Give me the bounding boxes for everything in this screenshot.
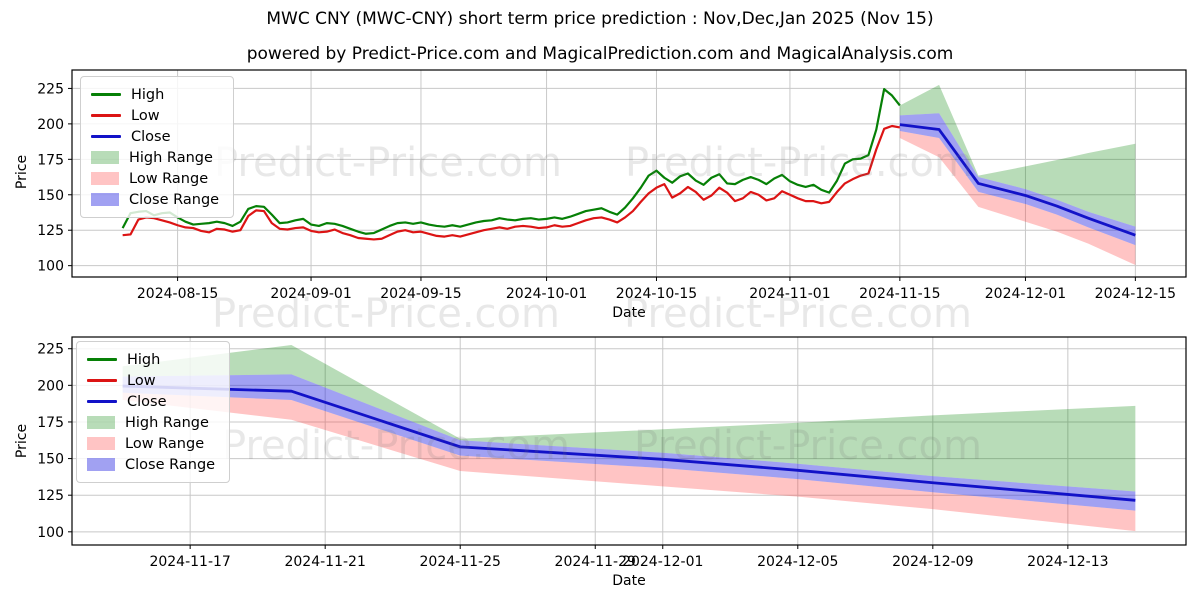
x-tick-label: 2024-12-01 xyxy=(985,286,1066,302)
x-tick-label: 2024-12-09 xyxy=(892,554,973,570)
x-tick-label: 2024-11-01 xyxy=(749,286,830,302)
x-tick-label: 2024-08-15 xyxy=(137,286,218,302)
x-tick-label: 2024-12-01 xyxy=(622,554,703,570)
x-tick-label: 2024-11-15 xyxy=(859,286,940,302)
legend-swatch-high-range xyxy=(87,416,115,429)
x-axis-label: Date xyxy=(612,573,645,589)
band-low-range xyxy=(122,392,1136,532)
band-low-range xyxy=(899,130,1136,265)
legend-swatch-low xyxy=(87,379,117,382)
y-axis-label: Price xyxy=(14,154,30,190)
series-line-close-forecast xyxy=(899,123,1136,237)
y-axis-label: Price xyxy=(14,423,30,459)
y-tick-label: 200 xyxy=(37,117,64,133)
forecast-detail-chart: 100 125 150 175 200 225 2024-11-17 2024-11-21 20… xyxy=(0,325,1200,600)
x-tick-label: 2024-09-01 xyxy=(270,286,351,302)
y-tick-label: 175 xyxy=(37,415,64,431)
band-close-range xyxy=(122,374,1136,511)
legend-label-close-range: Close Range xyxy=(125,456,216,473)
legend-swatch-high-range xyxy=(91,151,119,164)
y-tick-label: 200 xyxy=(37,378,64,394)
x-tick-label: 2024-10-15 xyxy=(616,286,697,302)
legend: High Low Close High Range Low Range Close Ran… xyxy=(76,341,231,483)
x-tick-label: 2024-12-05 xyxy=(757,554,838,570)
legend-label-low: Low xyxy=(131,107,160,124)
chart-canvas-bottom: 100 125 150 175 200 225 2024-11-17 2024-11-21 20… xyxy=(37,336,1187,589)
legend-label-close: Close xyxy=(131,128,171,145)
plot-border xyxy=(71,336,1187,546)
band-high-range xyxy=(122,345,1136,492)
legend-item-low-range: Low Range xyxy=(91,168,219,189)
y-tick-label: 125 xyxy=(37,488,64,504)
legend-label-high-range: High Range xyxy=(129,149,213,166)
x-tick-label: 2024-11-21 xyxy=(284,554,365,570)
plot-background xyxy=(72,70,1186,277)
y-tick-label: 175 xyxy=(37,152,64,168)
y-tick-label: 150 xyxy=(37,452,64,468)
legend-label-low-range: Low Range xyxy=(125,435,205,452)
y-tick-label: 150 xyxy=(37,188,64,204)
legend-item-high-range: High Range xyxy=(87,412,215,433)
legend-label-close: Close xyxy=(127,393,167,410)
legend-item-high-range: High Range xyxy=(91,147,219,168)
price-history-forecast-chart: 100 125 150 175 200 225 2024-08-15 2024-09-01 20… xyxy=(0,62,1200,325)
series-line-close-forecast xyxy=(122,384,1136,502)
legend-label-high: High xyxy=(127,351,161,368)
legend-label-high: High xyxy=(131,86,165,103)
chart-title: MWC CNY (MWC-CNY) short term price predi… xyxy=(266,9,934,29)
y-tick-label: 125 xyxy=(37,223,64,239)
x-tick-label: 2024-11-25 xyxy=(420,554,501,570)
y-tick-label: 225 xyxy=(37,342,64,358)
legend-label-close-range: Close Range xyxy=(129,191,220,208)
x-tick-label: 2024-11-29 xyxy=(555,554,636,570)
legend-item-close: Close xyxy=(91,126,219,147)
x-tick-label: 2024-09-15 xyxy=(380,286,461,302)
band-high-range xyxy=(899,84,1136,227)
series-line-high xyxy=(121,88,901,235)
x-axis-label: Date xyxy=(612,305,645,321)
legend-item-close: Close xyxy=(87,391,215,412)
legend-swatch-close xyxy=(91,135,121,138)
legend-swatch-high xyxy=(91,93,121,96)
plot-border xyxy=(71,69,1187,278)
band-close-range xyxy=(899,113,1136,246)
legend: High Low Close High Range Low Range Close Ran… xyxy=(80,76,235,218)
y-tick-label: 100 xyxy=(37,259,64,275)
legend-swatch-close-range xyxy=(87,458,115,471)
legend-item-low-range: Low Range xyxy=(87,433,215,454)
legend-item-close-range: Close Range xyxy=(91,189,219,210)
legend-label-low: Low xyxy=(127,372,156,389)
legend-swatch-low xyxy=(91,114,121,117)
x-tick-label: 2024-10-01 xyxy=(506,286,587,302)
legend-label-low-range: Low Range xyxy=(129,170,209,187)
chart-canvas-top: 100 125 150 175 200 225 2024-08-15 2024-09-01 20… xyxy=(37,69,1187,321)
legend-item-close-range: Close Range xyxy=(87,454,215,475)
legend-item-high: High xyxy=(87,349,215,370)
y-tick-label: 100 xyxy=(37,525,64,541)
legend-label-high-range: High Range xyxy=(125,414,209,431)
legend-item-low: Low xyxy=(87,370,215,391)
plot-background xyxy=(72,337,1186,545)
legend-swatch-low-range xyxy=(87,437,115,450)
y-tick-label: 225 xyxy=(37,81,64,97)
series-line-low xyxy=(122,124,901,241)
x-tick-label: 2024-12-13 xyxy=(1027,554,1108,570)
x-tick-label: 2024-11-17 xyxy=(149,554,230,570)
legend-swatch-high xyxy=(87,358,117,361)
x-tick-label: 2024-12-15 xyxy=(1095,286,1176,302)
legend-item-high: High xyxy=(91,84,219,105)
legend-swatch-close xyxy=(87,400,117,403)
legend-item-low: Low xyxy=(91,105,219,126)
chart-subtitle: powered by Predict-Price.com and Magical… xyxy=(246,44,954,64)
legend-swatch-close-range xyxy=(91,193,119,206)
legend-swatch-low-range xyxy=(91,172,119,185)
